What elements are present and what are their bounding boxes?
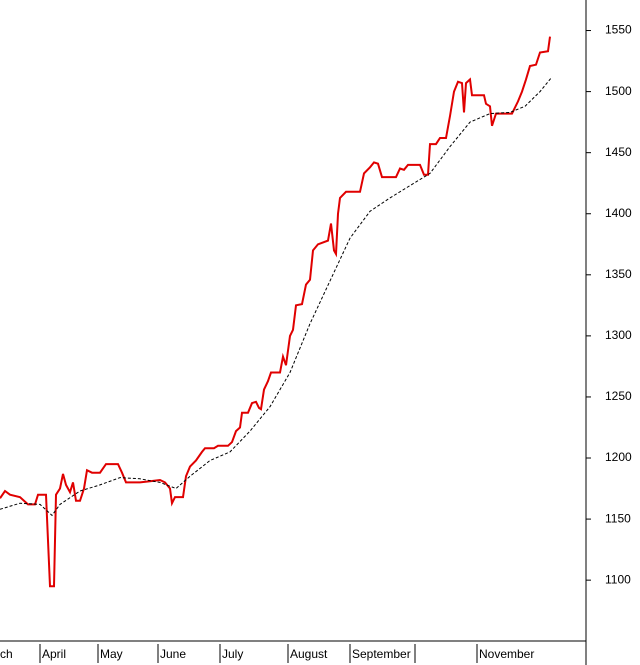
y-tick-label: 1100 (605, 572, 631, 586)
y-tick-label: 1350 (605, 267, 632, 281)
y-tick-label: 1550 (605, 23, 632, 37)
y-tick-label: 1450 (605, 145, 632, 159)
x-tick-label: September (352, 647, 411, 661)
x-tick-label: June (160, 647, 186, 661)
x-tick-label: August (290, 647, 328, 661)
y-tick-label: 1200 (605, 450, 632, 464)
y-tick-label: 1500 (605, 84, 632, 98)
price-line (0, 36, 551, 588)
y-tick-label: 1300 (605, 328, 632, 342)
y-tick-label: 1150 (605, 511, 631, 525)
x-tick-label: April (42, 647, 66, 661)
x-tick-label: ch (0, 647, 13, 661)
x-tick-label: November (479, 647, 534, 661)
x-tick-label: May (100, 647, 123, 661)
x-tick-label: July (222, 647, 243, 661)
y-tick-label: 1400 (605, 206, 632, 220)
moving-average-line (0, 76, 553, 517)
y-tick-label: 1250 (605, 389, 632, 403)
